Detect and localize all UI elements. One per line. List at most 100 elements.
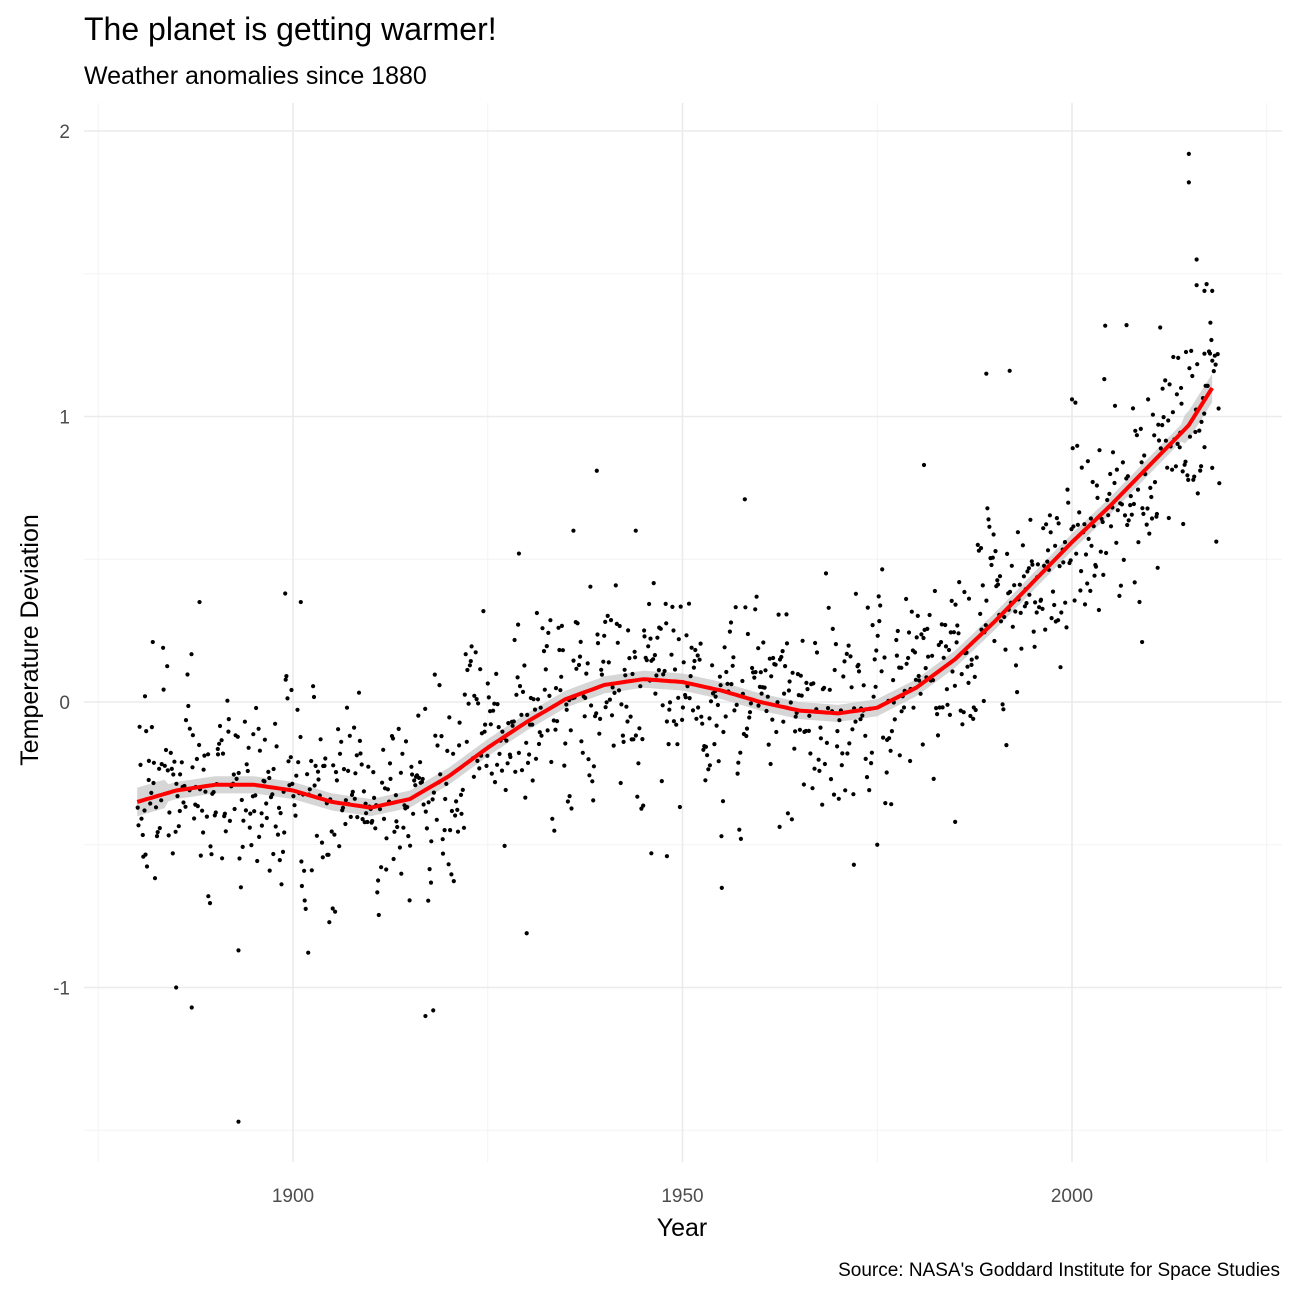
- data-point-553: [674, 722, 679, 727]
- data-point-223: [352, 796, 357, 801]
- data-point-82: [215, 746, 220, 752]
- data-point-525: [647, 601, 652, 607]
- data-point-741: [856, 669, 862, 674]
- data-point-113: [245, 768, 250, 774]
- data-point-270: [398, 770, 403, 775]
- data-point-651: [769, 674, 774, 679]
- data-point-824: [937, 705, 942, 710]
- data-point-585: [705, 753, 710, 758]
- data-point-259: [387, 761, 393, 766]
- data-point-348: [474, 697, 479, 702]
- data-point-962: [1072, 598, 1077, 603]
- data-point-923: [1034, 610, 1039, 615]
- data-point-855: [968, 713, 973, 719]
- data-point-299: [426, 800, 431, 805]
- data-point-716: [832, 667, 837, 673]
- data-point-530: [651, 581, 656, 586]
- data-point-718: [835, 744, 840, 749]
- data-point-538: [659, 779, 664, 784]
- data-point-811: [925, 626, 930, 632]
- data-point-1003: [1112, 480, 1117, 486]
- data-point-387: [512, 637, 517, 643]
- data-point-1134: [921, 462, 927, 468]
- data-point-388: [513, 769, 518, 774]
- data-point-99: [231, 772, 236, 777]
- data-point-367: [492, 780, 498, 785]
- data-point-321: [448, 828, 453, 833]
- data-point-1022: [1130, 406, 1136, 411]
- data-point-211: [340, 805, 346, 810]
- data-point-937: [1047, 513, 1052, 518]
- data-point-417: [541, 649, 547, 654]
- data-point-956: [1066, 500, 1071, 505]
- data-point-1051: [1158, 446, 1163, 451]
- data-point-463: [586, 757, 591, 762]
- data-point-86: [219, 738, 224, 743]
- data-point-966: [1075, 522, 1080, 527]
- data-point-1067: [1174, 392, 1179, 397]
- data-point-884: [995, 582, 1001, 587]
- data-point-537: [658, 626, 663, 631]
- data-point-1041: [1149, 494, 1154, 500]
- data-point-604: [723, 714, 728, 719]
- data-point-432: [556, 625, 561, 630]
- data-point-407: [531, 697, 536, 702]
- data-point-657: [775, 700, 780, 705]
- data-point-1069: [1176, 355, 1181, 360]
- data-point-437: [560, 648, 566, 653]
- data-point-268: [396, 726, 401, 732]
- data-point-515: [637, 726, 642, 731]
- data-point-58: [192, 816, 197, 821]
- data-point-1095: [1202, 411, 1207, 416]
- data-point-1002: [1110, 450, 1116, 455]
- data-point-598: [717, 674, 723, 679]
- data-point-227: [356, 690, 362, 695]
- data-point-337: [463, 652, 468, 657]
- data-point-411: [535, 697, 541, 702]
- data-point-65: [198, 853, 203, 858]
- data-point-295: [423, 706, 428, 712]
- data-point-749: [864, 775, 870, 780]
- data-point-218: [347, 733, 352, 738]
- data-point-852: [965, 664, 970, 669]
- data-point-886: [997, 574, 1003, 579]
- data-point-637: [756, 646, 761, 651]
- data-point-159: [290, 781, 295, 787]
- data-point-1039: [1147, 531, 1152, 536]
- data-point-853: [966, 680, 971, 686]
- data-point-391: [516, 622, 521, 627]
- data-point-1062: [1170, 467, 1175, 472]
- data-point-847: [960, 722, 965, 727]
- data-point-830: [943, 644, 949, 649]
- data-point-631: [750, 665, 755, 671]
- data-point-560: [680, 705, 686, 710]
- data-point-592: [712, 742, 717, 747]
- data-point-471: [594, 711, 599, 716]
- data-point-247: [376, 878, 381, 883]
- data-point-107: [239, 797, 244, 803]
- data-point-877: [989, 562, 994, 568]
- data-point-1017: [1125, 474, 1130, 479]
- data-point-1024: [1132, 580, 1137, 585]
- data-point-37: [171, 772, 176, 777]
- data-point-915: [1026, 566, 1031, 571]
- data-point-967: [1077, 510, 1082, 515]
- data-point-519: [641, 803, 646, 808]
- data-point-250: [379, 865, 384, 870]
- chart-title: The planet is getting warmer!: [84, 11, 497, 47]
- data-point-478: [601, 659, 606, 664]
- data-point-178: [309, 758, 314, 764]
- data-point-174: [305, 772, 310, 777]
- data-point-890: [1002, 614, 1007, 620]
- data-point-1108: [1214, 539, 1219, 544]
- data-point-441: [564, 707, 569, 712]
- data-point-948: [1058, 665, 1063, 670]
- data-point-1146: [1202, 288, 1207, 293]
- data-point-523: [644, 658, 649, 663]
- data-point-244: [373, 826, 378, 831]
- data-point-257: [385, 787, 390, 792]
- data-point-116: [248, 811, 253, 816]
- data-point-1077: [1183, 349, 1189, 355]
- data-point-1031: [1139, 460, 1144, 465]
- data-point-221: [350, 789, 355, 795]
